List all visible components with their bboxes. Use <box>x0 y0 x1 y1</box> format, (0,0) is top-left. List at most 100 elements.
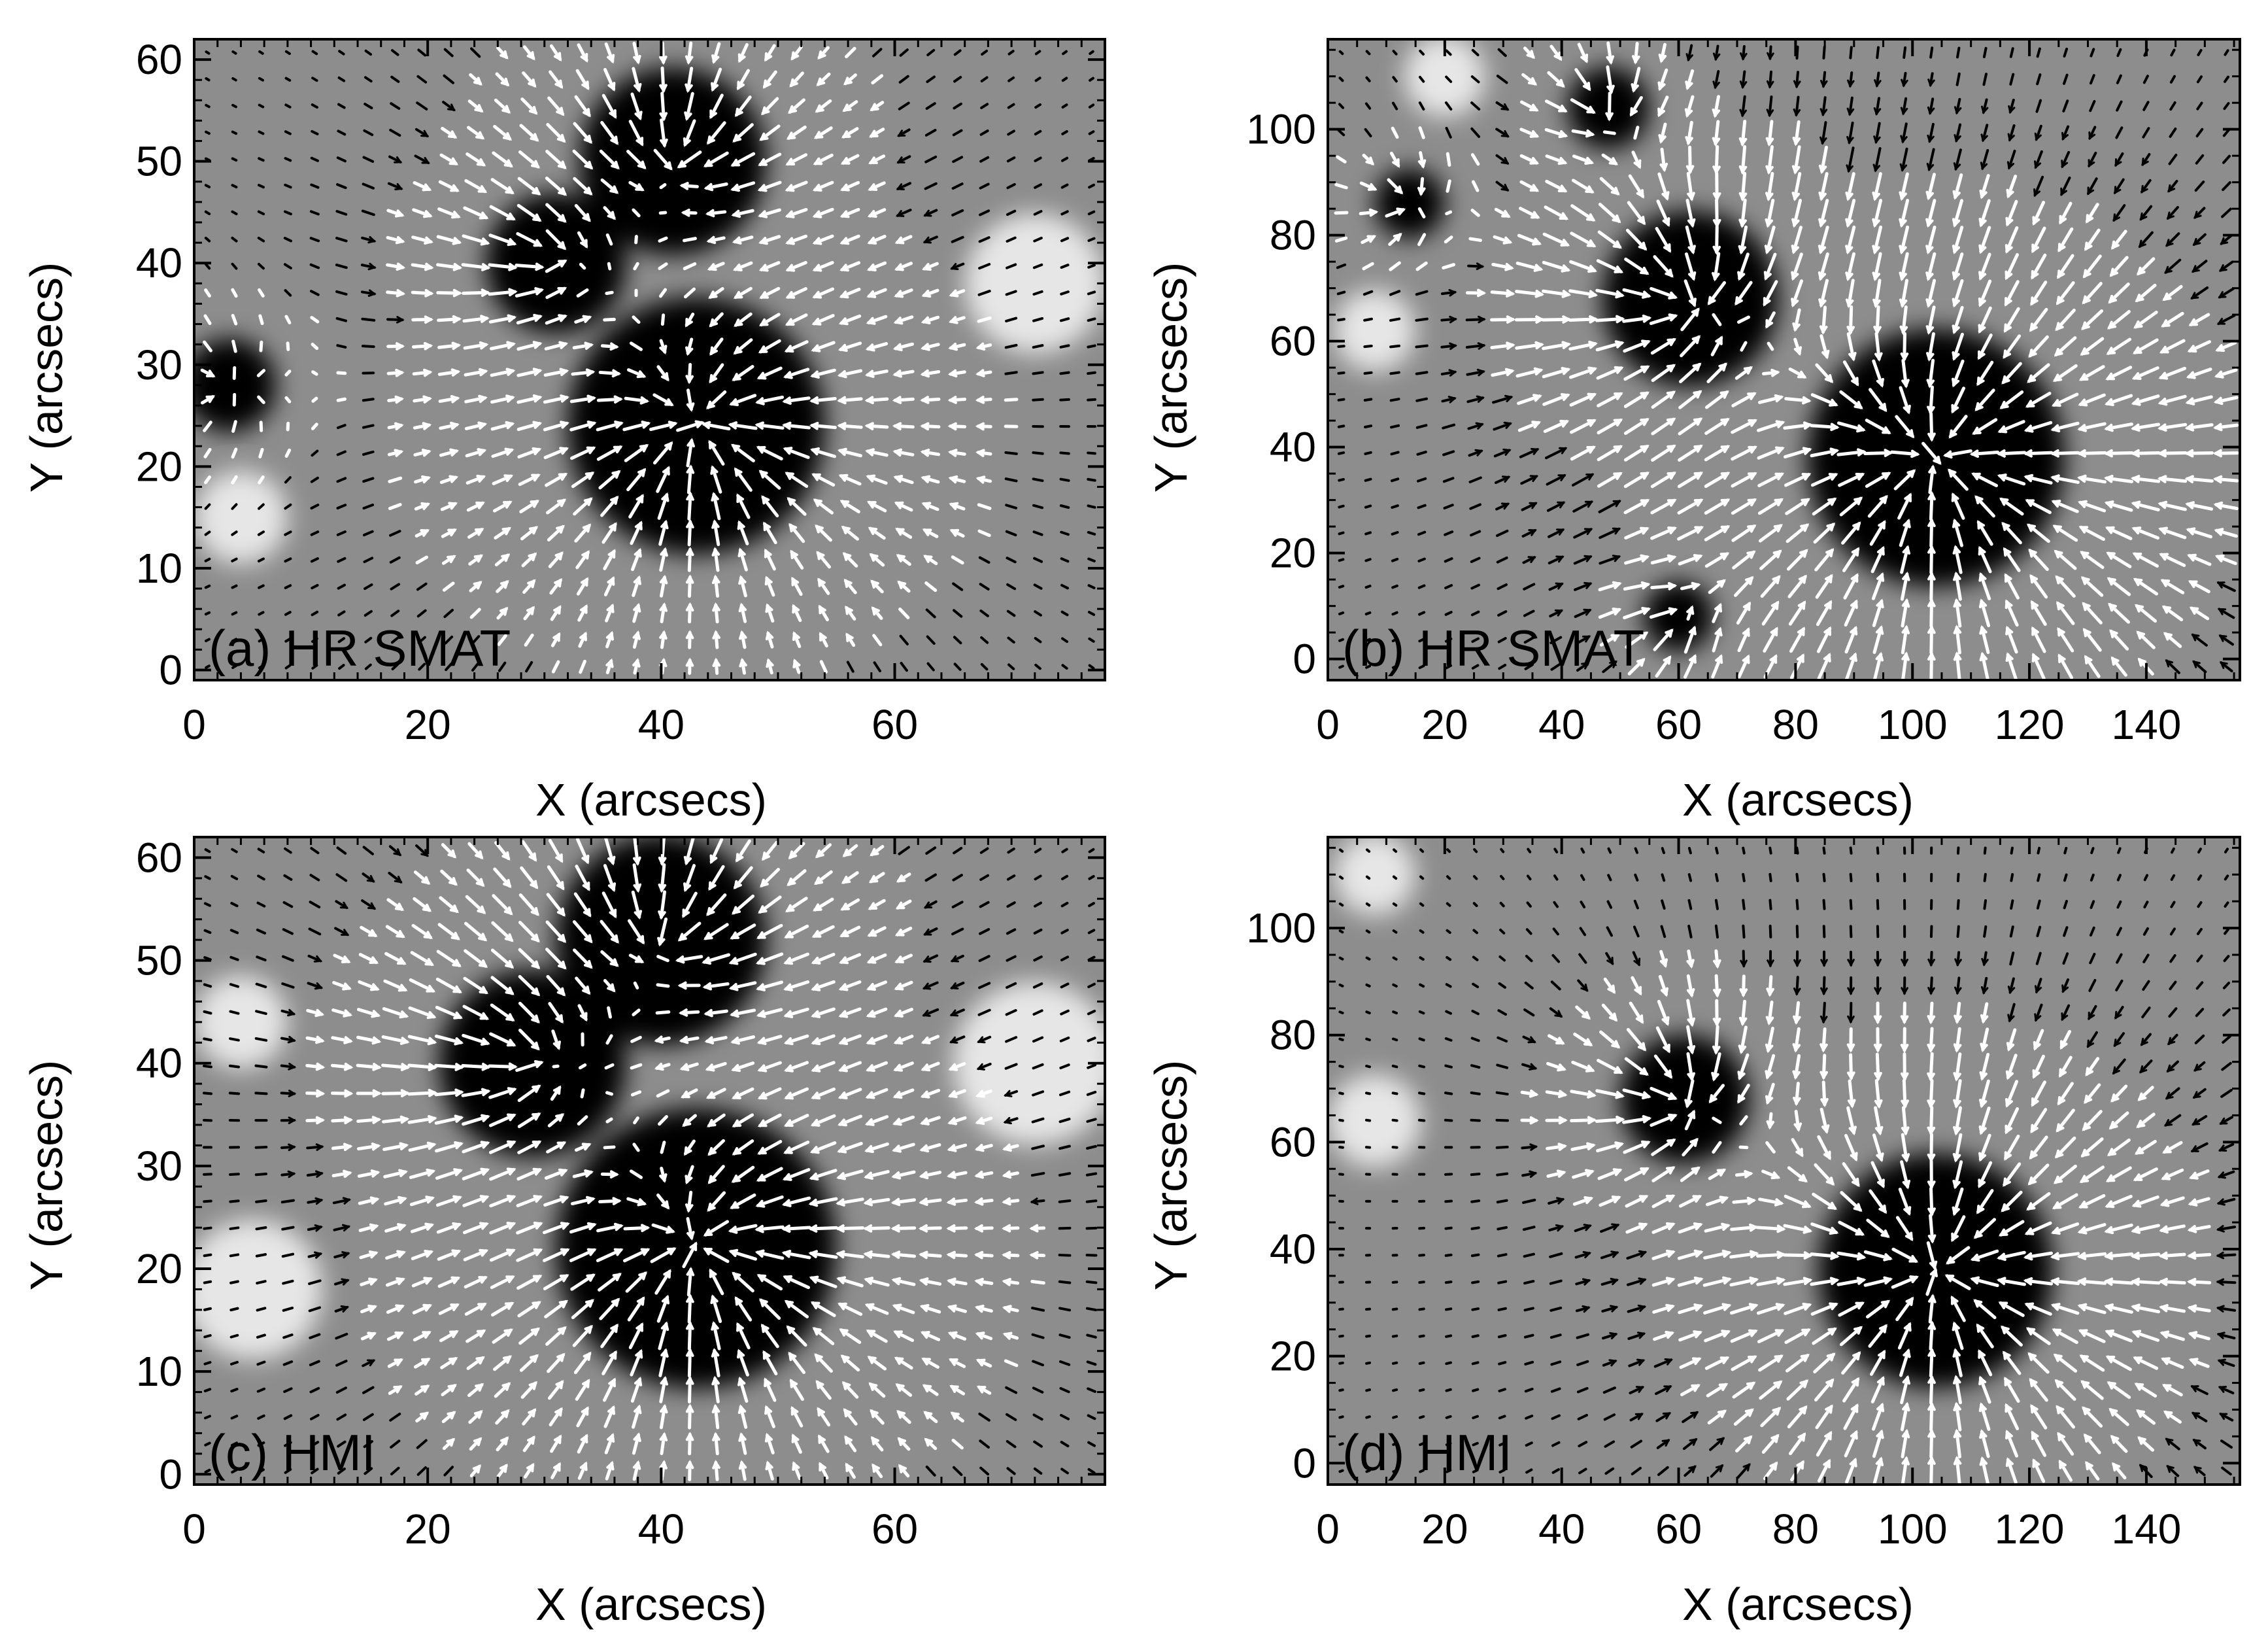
field-vector-head <box>728 1226 738 1234</box>
field-vector <box>364 76 373 83</box>
field-vector-head <box>685 1320 694 1330</box>
field-vector <box>659 890 667 919</box>
field-vector-head <box>1637 1304 1647 1313</box>
field-vector <box>411 1277 432 1288</box>
field-vector-head <box>453 1168 463 1177</box>
field-vector <box>784 1141 810 1154</box>
field-vector <box>462 1195 489 1207</box>
field-vector <box>571 472 594 489</box>
field-vector <box>1548 582 1564 591</box>
field-vector-head <box>2132 553 2142 560</box>
field-vector-head <box>584 160 594 170</box>
field-vector <box>1572 1169 1594 1179</box>
field-vector <box>1606 41 1613 64</box>
field-vector <box>569 1223 596 1234</box>
field-vector <box>1059 1036 1070 1042</box>
field-vector-head <box>507 314 517 323</box>
field-vector-head <box>738 575 747 585</box>
field-vector-head <box>609 958 619 967</box>
field-vector <box>358 980 379 991</box>
field-vector <box>631 549 642 572</box>
field-vector <box>1929 46 1934 59</box>
field-vector-head <box>685 1375 694 1385</box>
field-vector <box>381 1063 409 1069</box>
field-vector <box>1514 317 1544 322</box>
field-vector-head <box>1925 218 1934 228</box>
field-vector-head <box>783 1275 793 1283</box>
field-vector-head <box>792 1461 800 1471</box>
field-vector <box>284 396 292 404</box>
field-vector-head <box>1927 106 1935 115</box>
field-vector <box>1542 232 1569 247</box>
field-vector <box>390 49 399 56</box>
field-vector-head <box>1900 352 1909 362</box>
x-tick-label: 0 <box>1316 701 1340 748</box>
field-vector <box>1901 652 1908 680</box>
vector-field <box>202 837 1098 1481</box>
field-vector-head <box>636 370 647 379</box>
field-vector <box>2196 75 2203 84</box>
field-vector <box>2087 177 2098 195</box>
field-vector-head <box>1774 472 1784 481</box>
field-vector-head <box>709 854 718 865</box>
field-vector <box>1683 655 1697 679</box>
field-vector <box>1572 1196 1593 1206</box>
field-vector-head <box>582 1379 590 1388</box>
field-vector-head <box>1824 574 1833 584</box>
field-vector <box>311 343 319 351</box>
field-vector-head <box>865 343 875 352</box>
field-vector <box>924 581 938 593</box>
field-vector-head <box>479 1195 490 1203</box>
field-vector-head <box>424 315 433 324</box>
field-vector <box>1901 305 1908 334</box>
field-vector <box>1599 1195 1621 1207</box>
field-vector <box>2089 74 2095 85</box>
field-vector <box>812 952 836 965</box>
field-vector-head <box>446 1437 456 1447</box>
field-vector-head <box>586 1248 597 1256</box>
field-vector <box>256 1280 267 1285</box>
field-vector <box>1338 875 1344 880</box>
field-vector <box>953 102 962 110</box>
field-vector <box>1392 983 1398 988</box>
field-vector-head <box>1972 426 1982 435</box>
field-vector <box>358 1197 379 1205</box>
field-vector <box>1031 1307 1045 1312</box>
field-vector <box>1846 252 1855 281</box>
field-vector-head <box>1774 498 1784 507</box>
field-vector <box>417 48 427 57</box>
field-vector-head <box>2214 528 2224 536</box>
field-vector <box>632 208 641 218</box>
field-vector <box>390 1439 401 1449</box>
field-vector-head <box>452 263 463 271</box>
field-vector <box>1738 252 1750 280</box>
field-vector <box>951 555 964 565</box>
field-vector-head <box>1927 432 1936 442</box>
field-vector <box>544 342 567 351</box>
field-vector <box>2059 201 2073 224</box>
field-vector <box>1415 317 1429 322</box>
field-vector <box>1791 279 1804 307</box>
field-vector <box>231 848 238 853</box>
field-vector <box>1573 555 1592 565</box>
field-vector <box>2161 579 2185 594</box>
field-vector <box>604 837 615 865</box>
field-vector-head <box>530 160 541 169</box>
positive-polarity-patch <box>1328 1074 1422 1168</box>
field-vector <box>572 149 593 169</box>
field-vector-head <box>1002 1143 1012 1152</box>
field-vector-head <box>2086 214 2094 224</box>
field-vector <box>1571 1060 1595 1073</box>
field-vector <box>520 97 537 115</box>
panel-c-xlabel: X (arcsecs) <box>535 1579 767 1630</box>
field-vector <box>2196 101 2203 111</box>
field-vector-head <box>1875 625 1884 635</box>
field-vector-head <box>739 630 747 640</box>
field-vector <box>814 1353 833 1373</box>
field-vector <box>1872 599 1884 627</box>
field-vector <box>713 1405 720 1430</box>
field-vector-head <box>397 1223 407 1231</box>
field-vector <box>282 1306 294 1312</box>
field-vector-head <box>946 1197 956 1206</box>
field-vector-head <box>664 398 674 406</box>
